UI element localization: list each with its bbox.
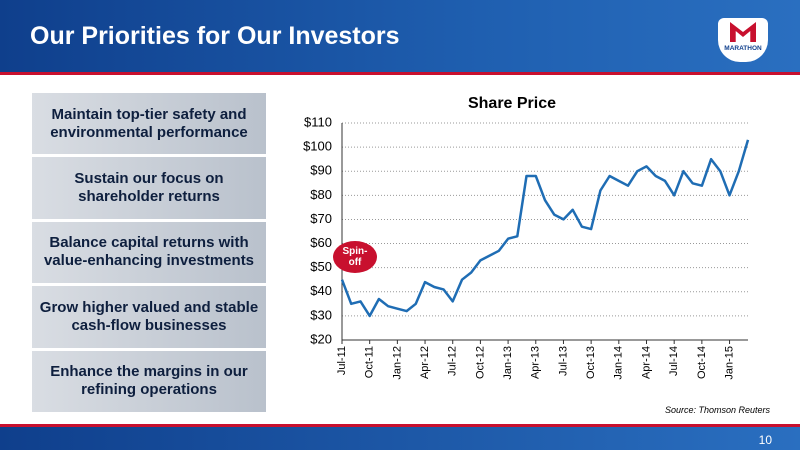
- x-tick-label: Jul-11: [336, 346, 348, 375]
- x-tick-label: Jan-12: [391, 346, 403, 380]
- footer: 10: [0, 424, 800, 450]
- price-line: [340, 139, 750, 318]
- priority-list: Maintain top-tier safety and environment…: [32, 93, 266, 415]
- y-tick-label: $50: [310, 259, 332, 274]
- x-tick-label: Oct-11: [364, 346, 376, 378]
- x-tick-label: Oct-12: [474, 346, 486, 379]
- y-tick-label: $80: [310, 187, 332, 202]
- annotation: Spin-off: [333, 241, 377, 273]
- x-tick-label: Apr-14: [640, 346, 652, 379]
- slide-title: Our Priorities for Our Investors: [30, 22, 400, 50]
- priority: Maintain top-tier safety and environment…: [32, 93, 266, 158]
- priority: Enhance the margins in our refining oper…: [32, 350, 266, 415]
- source: Source: Thomson Reuters: [664, 405, 770, 415]
- x-tick-label: Jul-12: [447, 346, 459, 376]
- x-tick-label: Apr-13: [530, 346, 542, 379]
- y-tick-label: $100: [303, 139, 332, 154]
- x-tick-label: Jan-15: [723, 346, 735, 380]
- y-tick-label: $90: [310, 163, 332, 178]
- x-tick-label: Oct-14: [696, 346, 708, 379]
- page-number: 10: [758, 433, 772, 447]
- x-tick-label: Apr-12: [419, 346, 431, 379]
- priority: Grow higher valued and stable cash-flow …: [32, 286, 266, 351]
- x-tick-label: Jul-14: [668, 346, 680, 376]
- header: Our Priorities for Our Investors MARATHO…: [0, 0, 800, 75]
- y-tick-label: $20: [310, 331, 332, 346]
- chart-title: Share Price: [468, 95, 556, 112]
- logo-text: MARATHON: [724, 45, 762, 52]
- y-tick-label: $60: [310, 235, 332, 250]
- y-tick-label: $40: [310, 283, 332, 298]
- y-tick-label: $30: [310, 307, 332, 322]
- x-tick-label: Jan-13: [502, 346, 514, 380]
- x-tick-label: Jan-14: [613, 346, 625, 380]
- x-tick-label: Jul-13: [557, 346, 569, 376]
- y-tick-label: $70: [310, 211, 332, 226]
- logo: MARATHON: [718, 18, 768, 62]
- priority: Sustain our focus on shareholder returns: [32, 157, 266, 222]
- priority: Balance capital returns with value-enhan…: [32, 221, 266, 287]
- x-tick-label: Oct-13: [585, 346, 597, 379]
- y-tick-label: $110: [304, 114, 332, 129]
